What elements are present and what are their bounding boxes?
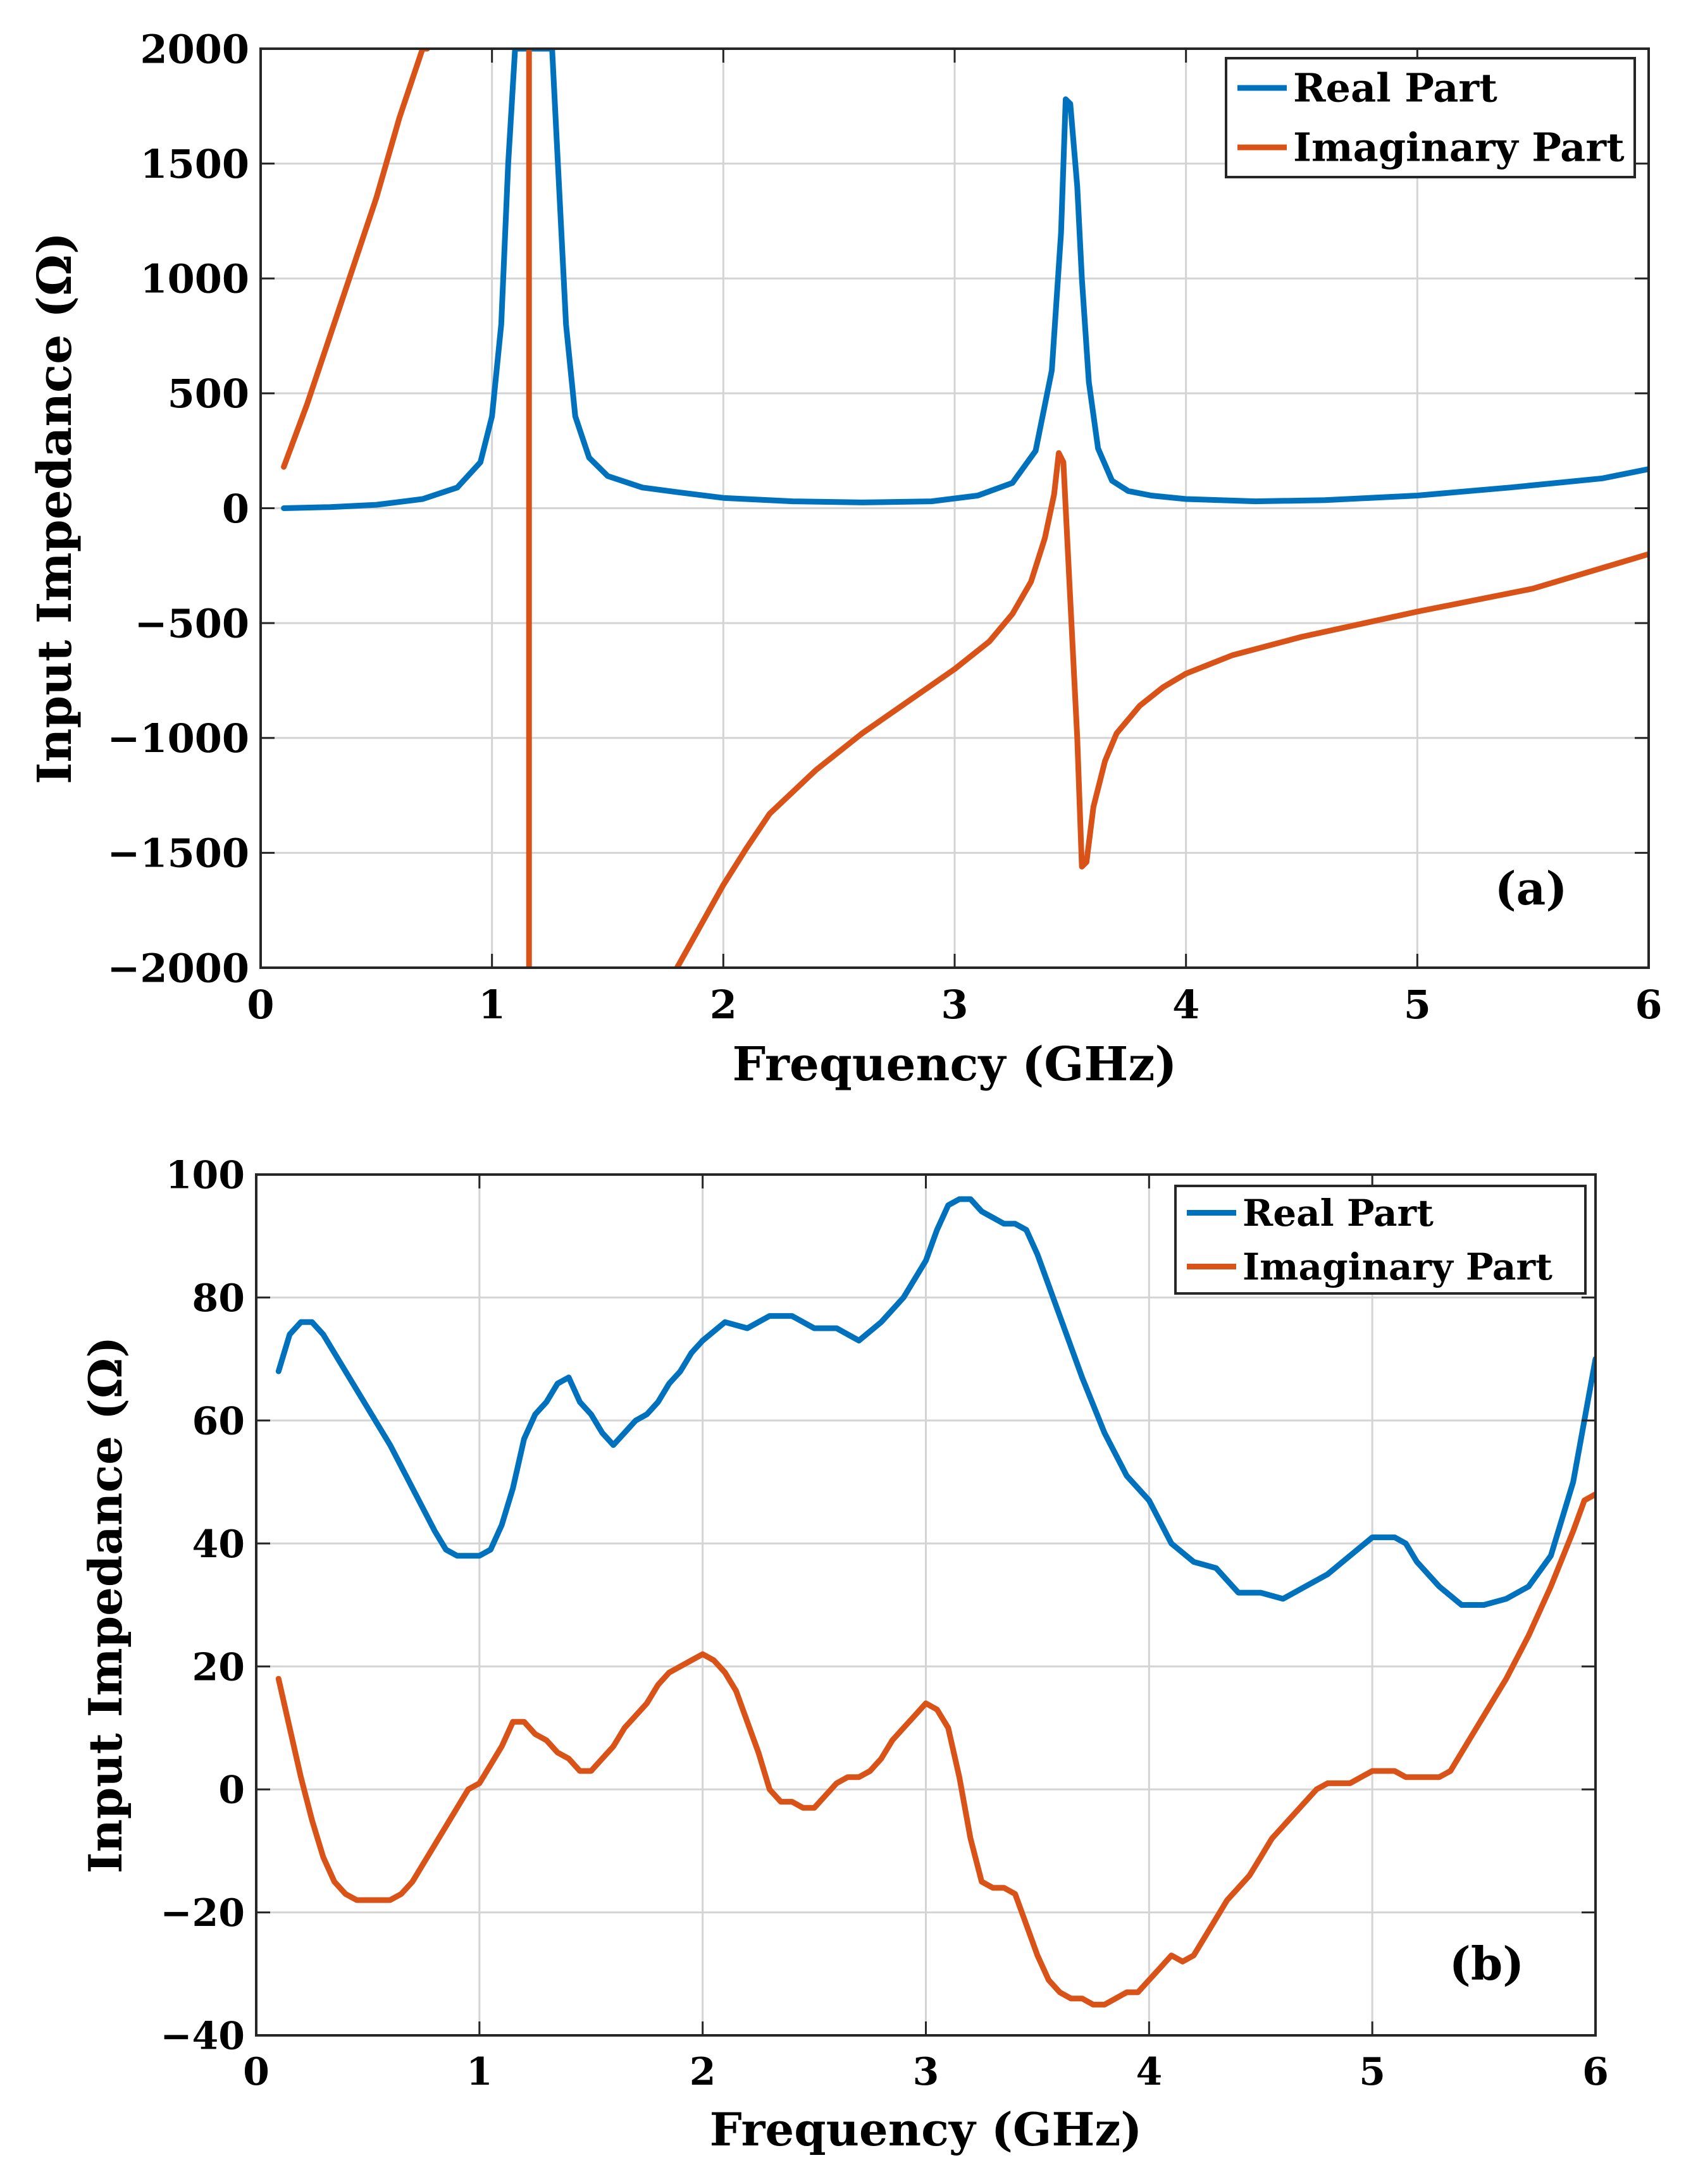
y-tick-label: −1500 (107, 830, 249, 877)
y-tick-label: 100 (166, 1154, 245, 1198)
series-line-imaginary-part-segment-0 (281, 49, 430, 470)
x-tick-label: 4 (1172, 982, 1199, 1028)
x-tick-label: 6 (1635, 982, 1662, 1028)
y-axis-label: Input Impedance (Ω) (28, 232, 82, 784)
series-group (275, 1196, 1596, 2008)
x-tick-label: 4 (1136, 2050, 1162, 2094)
x-tick-label: 5 (1404, 982, 1431, 1028)
y-tick-label: 0 (218, 1768, 245, 1813)
x-tick-label: 2 (710, 982, 737, 1028)
x-tick-label: 0 (247, 982, 274, 1028)
y-tick-label: 1000 (140, 256, 249, 302)
y-tick-label: −500 (135, 600, 249, 646)
y-tick-label: 500 (168, 371, 249, 417)
x-tick-label: 1 (466, 2050, 493, 2094)
x-axis-label: Frequency (GHz) (733, 1037, 1177, 1092)
x-tick-label: 0 (243, 2050, 270, 2094)
legend-box (1174, 1185, 1587, 1295)
x-tick-label: 3 (913, 2050, 939, 2094)
y-tick-label: 60 (192, 1399, 245, 1443)
legend: Real Part Imaginary Part (1174, 1185, 1587, 1295)
x-tick-label: 3 (941, 982, 968, 1028)
legend-box (1225, 57, 1636, 178)
y-tick-label: −20 (160, 1891, 245, 1935)
y-axis-label: Input Impedance (Ω) (78, 1336, 132, 1873)
y-tick-label: −40 (160, 2014, 245, 2059)
panel-label: (b) (1449, 1937, 1524, 1990)
y-tick-label: 1500 (140, 141, 249, 187)
panel-label: (a) (1495, 861, 1568, 915)
panel-a: 0 1 2 3 4 5 6 2000 1500 1000 500 0 −500 −1000 −1500 −20… (28, 26, 1663, 1092)
legend: Real Part Imaginary Part (1225, 57, 1636, 178)
y-tick-label: −2000 (107, 945, 249, 991)
x-axis-label: Frequency (GHz) (710, 2102, 1143, 2156)
y-tick-label: 0 (222, 486, 249, 532)
y-tick-label: 80 (192, 1276, 245, 1321)
y-tick-label: −1000 (107, 715, 249, 762)
y-tick-label: 40 (192, 1522, 245, 1567)
y-tick-label: 20 (192, 1645, 245, 1689)
y-tick-label: 2000 (140, 26, 249, 72)
series-line-imaginary-part-segment-2 (674, 450, 1649, 968)
legend-entry: Real Part (1293, 65, 1497, 111)
series-line-real-part (275, 1196, 1596, 1608)
series-line-real-part (281, 49, 1649, 511)
x-tick-label: 1 (478, 982, 505, 1028)
series-line-imaginary-part (275, 1491, 1596, 2008)
legend-entry: Imaginary Part (1243, 1245, 1552, 1288)
legend-entry: Imaginary Part (1293, 125, 1625, 171)
legend-entry: Real Part (1243, 1192, 1434, 1235)
x-tick-label: 2 (690, 2050, 716, 2094)
series-group (281, 49, 1649, 968)
x-tick-label: 5 (1359, 2050, 1385, 2094)
x-tick-label: 6 (1582, 2050, 1609, 2094)
panel-b: 0 1 2 3 4 5 6 100 80 60 40 20 0 −20 −40 Frequency (GHz)… (78, 1154, 1609, 2156)
